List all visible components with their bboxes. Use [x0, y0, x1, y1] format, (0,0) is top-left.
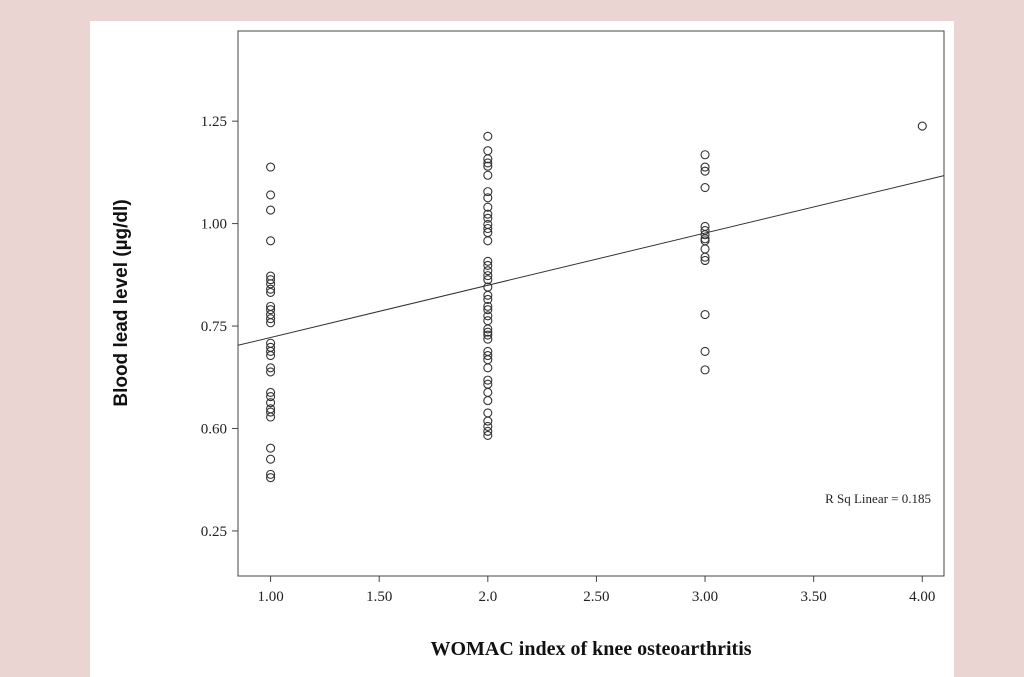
data-point — [483, 131, 493, 141]
data-point — [266, 469, 276, 479]
data-point — [700, 346, 710, 356]
plot-frame — [237, 30, 945, 577]
data-point — [700, 255, 710, 266]
x-tick-label: 2.0 — [478, 589, 497, 605]
data-point — [483, 223, 493, 234]
data-point — [266, 367, 276, 377]
data-point — [483, 290, 493, 300]
data-point — [266, 162, 276, 172]
data-point — [266, 346, 276, 356]
data-point — [266, 473, 276, 483]
data-point — [483, 161, 493, 171]
data-point — [483, 202, 493, 212]
x-tick-label: 1.00 — [257, 589, 283, 605]
data-point — [483, 330, 493, 340]
data-point — [266, 287, 276, 297]
data-point — [266, 190, 276, 200]
data-point — [483, 275, 493, 285]
data-point — [483, 271, 493, 281]
x-tick-label: 4.00 — [909, 589, 935, 605]
data-point — [266, 318, 276, 328]
data-point — [483, 430, 493, 440]
data-point — [266, 305, 276, 315]
data-point — [266, 412, 276, 422]
data-point — [266, 350, 276, 361]
data-point — [266, 236, 276, 246]
x-axis-label: WOMAC index of knee osteoarthritis — [430, 638, 751, 660]
data-point — [700, 150, 710, 160]
data-point — [483, 324, 493, 334]
data-point — [483, 236, 493, 246]
data-point — [917, 121, 927, 131]
data-point — [483, 158, 493, 168]
x-tick-label: 2.50 — [583, 589, 609, 605]
data-point — [483, 350, 493, 361]
data-point — [266, 314, 276, 324]
data-point — [483, 260, 493, 270]
x-axis: 1.00 1.50 2.0 2.50 3.00 3.50 4.00 — [257, 576, 935, 605]
data-point — [700, 310, 710, 320]
figure-panel: 0.25 0.60 0.75 1.00 1.25 1.00 1.50 2.0 2.50 3.00… — [90, 21, 954, 677]
data-point — [483, 266, 493, 276]
data-point — [483, 416, 493, 426]
data-point — [266, 398, 276, 408]
data-point — [266, 284, 276, 294]
data-point — [700, 162, 710, 172]
data-point — [483, 209, 493, 219]
data-point — [700, 166, 710, 176]
data-point — [266, 407, 276, 417]
y-axis-label: Blood lead level (µg/dl) — [111, 199, 132, 406]
y-axis: 0.25 0.60 0.75 1.00 1.25 — [201, 114, 238, 540]
data-point — [483, 213, 493, 223]
data-point — [266, 205, 276, 215]
data-point — [483, 301, 493, 311]
data-point — [483, 154, 493, 164]
data-point — [700, 365, 710, 375]
data-points — [266, 121, 927, 483]
y-tick-label: 1.25 — [201, 114, 227, 130]
data-point — [483, 193, 493, 203]
data-point — [266, 454, 276, 464]
data-point — [266, 279, 276, 289]
y-tick-label: 0.75 — [201, 319, 227, 335]
data-point — [483, 311, 493, 321]
data-point — [483, 327, 493, 337]
data-point — [483, 421, 493, 431]
data-point — [483, 187, 493, 197]
x-tick-label: 3.50 — [801, 589, 827, 605]
data-point — [483, 294, 493, 304]
y-tick-label: 0.25 — [201, 524, 227, 540]
data-point — [700, 252, 710, 262]
data-point — [483, 170, 493, 180]
y-tick-label: 0.60 — [201, 421, 227, 437]
data-point — [266, 387, 276, 397]
data-point — [266, 391, 276, 402]
data-point — [266, 275, 276, 285]
data-point — [700, 182, 710, 193]
data-point — [266, 363, 276, 373]
data-point — [483, 375, 493, 385]
x-tick-label: 3.00 — [692, 589, 718, 605]
data-point — [483, 396, 493, 406]
data-point — [266, 443, 276, 453]
scatter-chart: 0.25 0.60 0.75 1.00 1.25 1.00 1.50 2.0 2.50 3.00… — [111, 30, 945, 660]
data-point — [700, 230, 710, 240]
data-point — [483, 426, 493, 436]
data-point — [483, 363, 493, 373]
x-tick-label: 1.50 — [366, 589, 392, 605]
data-point — [483, 305, 493, 315]
data-point — [483, 256, 493, 266]
r-squared-annotation: R Sq Linear = 0.185 — [825, 491, 931, 506]
regression-line — [237, 175, 945, 346]
data-point — [483, 334, 493, 344]
y-tick-label: 1.00 — [201, 217, 227, 233]
